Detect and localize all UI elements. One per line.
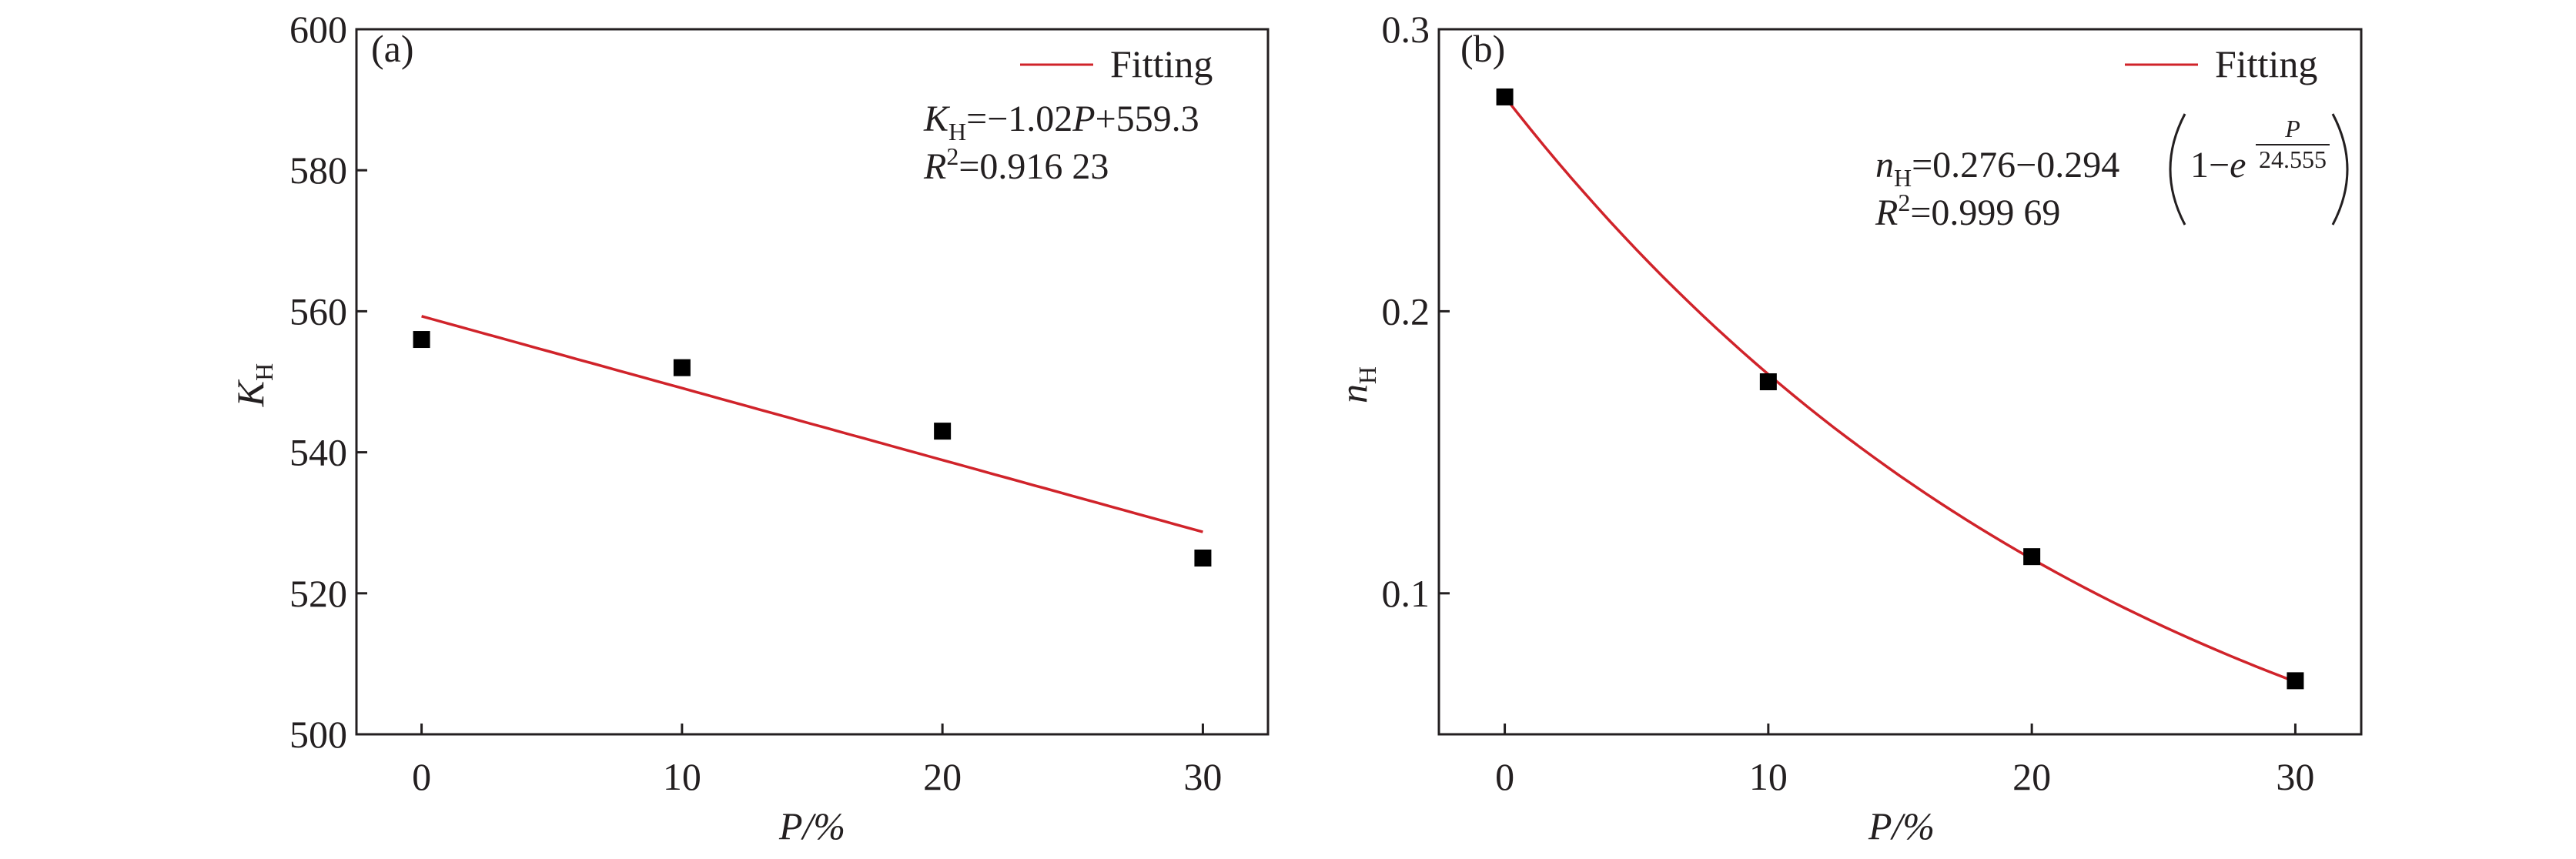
y-tick-label: 540 (289, 431, 347, 474)
left-paren (2169, 113, 2186, 226)
x-tick-label: 0 (1495, 755, 1514, 798)
x-tick-label: 30 (2276, 755, 2314, 798)
x-tick-label: 0 (412, 755, 431, 798)
plot-frame (1437, 28, 2363, 736)
data-point (2287, 672, 2304, 690)
y-tick-label: 0.2 (1382, 289, 1430, 333)
paren-content: 1−e (2190, 145, 2246, 186)
data-point (1496, 88, 1514, 105)
y-tick-label: 560 (289, 289, 347, 333)
panel-b: 0 10 20 30 0.1 0.2 0.3 (b) Fitting nH=0.276−0.… (1332, 8, 2363, 847)
fitting-line (421, 315, 1203, 533)
x-tick-label: 10 (1749, 755, 1788, 798)
data-point (934, 423, 952, 440)
data-points (1496, 88, 2304, 690)
panel-a: 0 10 20 30 500 520 540 560 580 600 (a) Fitting KH… (229, 8, 1270, 847)
right-paren (2331, 113, 2349, 226)
data-point (413, 331, 430, 349)
axis-ticks: 0 10 20 30 500 520 540 560 580 600 (289, 8, 1222, 798)
x-tick-label: 30 (1183, 755, 1222, 798)
y-tick-label: 0.3 (1382, 8, 1430, 51)
data-point (673, 359, 691, 376)
x-tick-label: 10 (663, 755, 701, 798)
data-point (2023, 548, 2041, 566)
plot-frame (355, 28, 1270, 736)
x-tick-label: 20 (923, 755, 962, 798)
fitting-line (1504, 95, 2297, 684)
fit-line-group (1504, 95, 2297, 684)
data-points (413, 331, 1212, 567)
x-axis-label: P/% (1868, 804, 1935, 847)
panel-label: (b) (1460, 27, 1505, 70)
axis-ticks: 0 10 20 30 0.1 0.2 0.3 (1382, 8, 2315, 798)
y-tick-label: 520 (289, 572, 347, 615)
legend-label: Fitting (1110, 42, 1213, 85)
x-tick-label: 20 (2012, 755, 2051, 798)
r-squared: R2=0.916 23 (923, 142, 1109, 187)
y-tick-label: 580 (289, 149, 347, 192)
exponent-denominator: 24.555 (2259, 145, 2327, 173)
x-axis-label: P/% (778, 804, 845, 847)
data-point (1194, 550, 1212, 567)
panel-label: (a) (371, 27, 414, 70)
equation: nH=0.276−0.294 (1875, 145, 2119, 192)
fit-line-group (421, 315, 1203, 533)
y-tick-label: 500 (289, 713, 347, 756)
exponent-numerator: P (2284, 115, 2300, 142)
y-tick-label: 600 (289, 8, 347, 51)
y-axis-label: KH (229, 363, 278, 407)
legend-label: Fitting (2215, 42, 2317, 85)
y-axis-label: nH (1332, 366, 1381, 403)
r-squared: R2=0.999 69 (1875, 189, 2060, 233)
equation: KH=−1.02P+559.3 (923, 99, 1199, 145)
y-tick-label: 0.1 (1382, 572, 1430, 615)
data-point (1759, 373, 1777, 390)
